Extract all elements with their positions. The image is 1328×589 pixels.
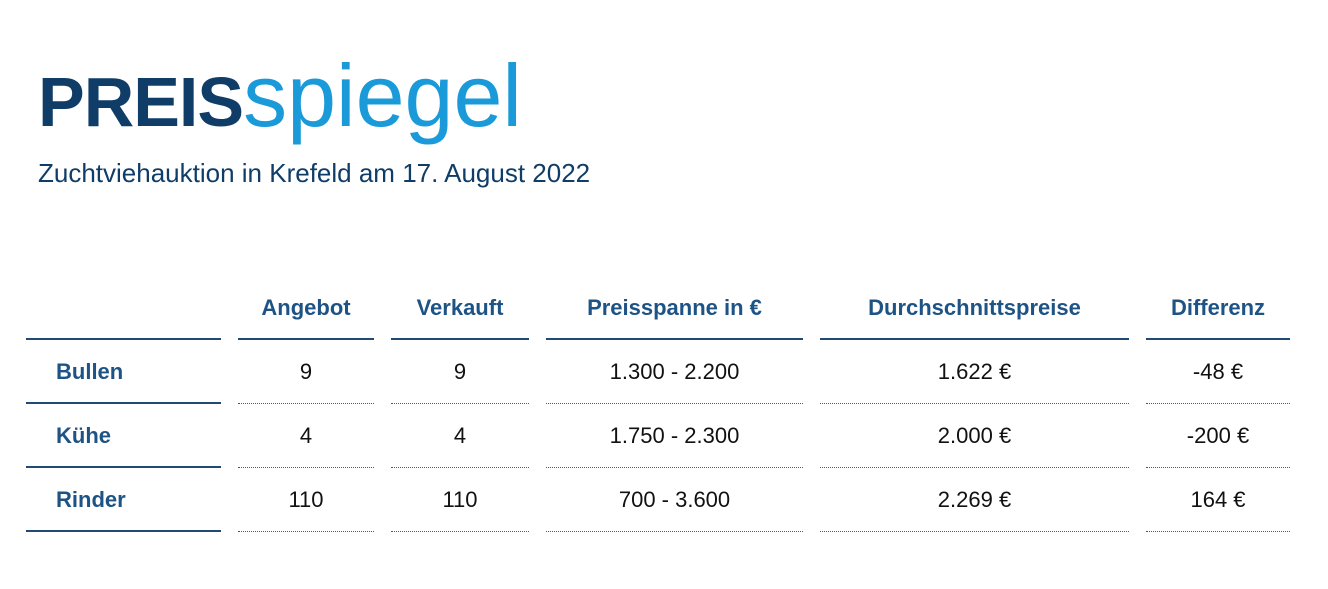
header-rule-differenz: [1146, 338, 1290, 340]
header-rule-label: [26, 338, 221, 340]
row-divider: [26, 466, 221, 468]
title-bold: PREIS: [38, 63, 244, 141]
table-cell: -200 €: [1186, 423, 1250, 448]
table-cell: 2.269 €: [937, 487, 1012, 512]
table-cell: 1.300 - 2.200: [609, 359, 740, 384]
row-label-rinder: Rinder: [56, 487, 126, 512]
table-cell: 4: [453, 423, 467, 448]
row-divider: [238, 403, 374, 404]
table-cell: 1.750 - 2.300: [609, 423, 740, 448]
table-cell: 9: [453, 359, 467, 384]
table-cell: 1.622 €: [937, 359, 1012, 384]
page-subtitle: Zuchtviehauktion in Krefeld am 17. Augus…: [38, 158, 591, 188]
table-cell: 164 €: [1190, 487, 1246, 512]
title-light: spiegel: [243, 46, 522, 145]
row-divider: [820, 467, 1129, 468]
row-divider: [1146, 403, 1290, 404]
row-divider: [238, 531, 374, 532]
row-divider: [238, 467, 374, 468]
header-rule-verkauft: [391, 338, 529, 340]
row-divider: [1146, 531, 1290, 532]
column-header-angebot: Angebot: [261, 295, 351, 320]
row-divider: [391, 531, 529, 532]
row-divider: [391, 467, 529, 468]
column-header-durchschnittspreise: Durchschnittspreise: [868, 295, 1081, 320]
header-rule-durchschnittspreise: [820, 338, 1129, 340]
table-cell: -48 €: [1192, 359, 1244, 384]
row-divider: [391, 403, 529, 404]
row-divider: [26, 530, 221, 532]
column-header-preisspanne: Preisspanne in €: [587, 295, 762, 320]
table-cell: 9: [299, 359, 313, 384]
row-divider: [1146, 467, 1290, 468]
row-divider: [546, 531, 803, 532]
table-cell: 4: [299, 423, 313, 448]
row-label-kuehe: Kühe: [56, 423, 111, 448]
row-divider: [26, 402, 221, 404]
table-cell: 110: [442, 487, 478, 512]
table-cell: 2.000 €: [937, 423, 1012, 448]
row-divider: [820, 403, 1129, 404]
row-divider: [546, 467, 803, 468]
header-rule-angebot: [238, 338, 374, 340]
page-title: PREISspiegel: [38, 52, 522, 140]
header-rule-preisspanne: [546, 338, 803, 340]
row-divider: [820, 531, 1129, 532]
table-cell: 700 - 3.600: [618, 487, 731, 512]
table-cell: 110: [288, 487, 324, 512]
row-divider: [546, 403, 803, 404]
column-header-differenz: Differenz: [1170, 295, 1266, 320]
row-label-bullen: Bullen: [56, 359, 124, 384]
column-header-verkauft: Verkauft: [416, 295, 504, 320]
